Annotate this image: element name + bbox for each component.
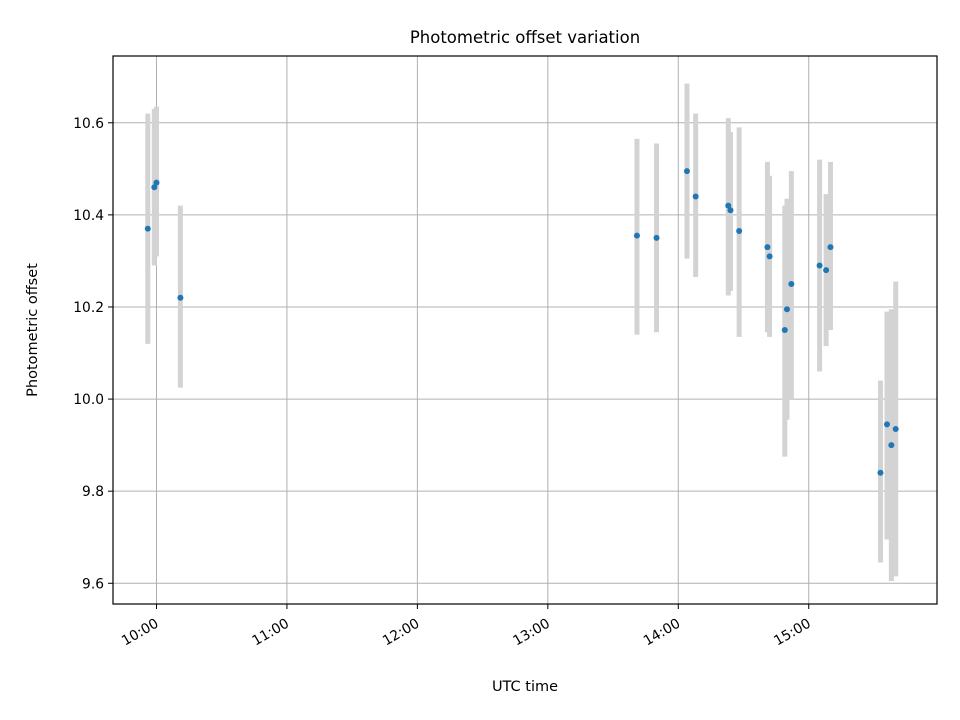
- data-point: [177, 294, 184, 301]
- y-tick-label: 10.6: [73, 116, 104, 132]
- data-point: [823, 267, 830, 274]
- data-point: [877, 469, 884, 476]
- plot-frame: [112, 55, 938, 605]
- data-point: [151, 184, 158, 191]
- data-point: [633, 232, 640, 239]
- data-point: [725, 202, 732, 209]
- data-point: [736, 227, 743, 234]
- data-point: [727, 207, 734, 214]
- y-tick-label: 10.2: [73, 300, 104, 316]
- y-tick-label: 10.0: [73, 392, 104, 408]
- data-point: [683, 168, 690, 175]
- chart-title: Photometric offset variation: [410, 28, 640, 47]
- x-axis-label: UTC time: [492, 679, 558, 695]
- data-point: [788, 280, 795, 287]
- data-points: [144, 168, 899, 476]
- y-axis-ticks: 9.6 9.8 10.0 10.2 10.4 10.6: [73, 116, 113, 592]
- data-point: [781, 327, 788, 333]
- grid: [113, 56, 937, 604]
- data-point: [827, 244, 834, 251]
- data-point: [653, 234, 660, 241]
- data-point: [764, 244, 771, 251]
- data-point: [892, 426, 899, 433]
- data-point: [816, 262, 823, 269]
- data-point: [692, 193, 699, 200]
- data-point: [153, 179, 160, 186]
- y-axis-label: Photometric offset: [25, 263, 41, 397]
- data-point: [144, 225, 151, 232]
- data-point: [883, 421, 890, 428]
- data-point: [888, 442, 895, 449]
- data-point: [783, 306, 790, 313]
- y-tick-label: 10.4: [73, 208, 104, 224]
- y-tick-label: 9.8: [82, 484, 104, 500]
- y-tick-label: 9.6: [82, 576, 104, 592]
- data-point: [766, 253, 773, 260]
